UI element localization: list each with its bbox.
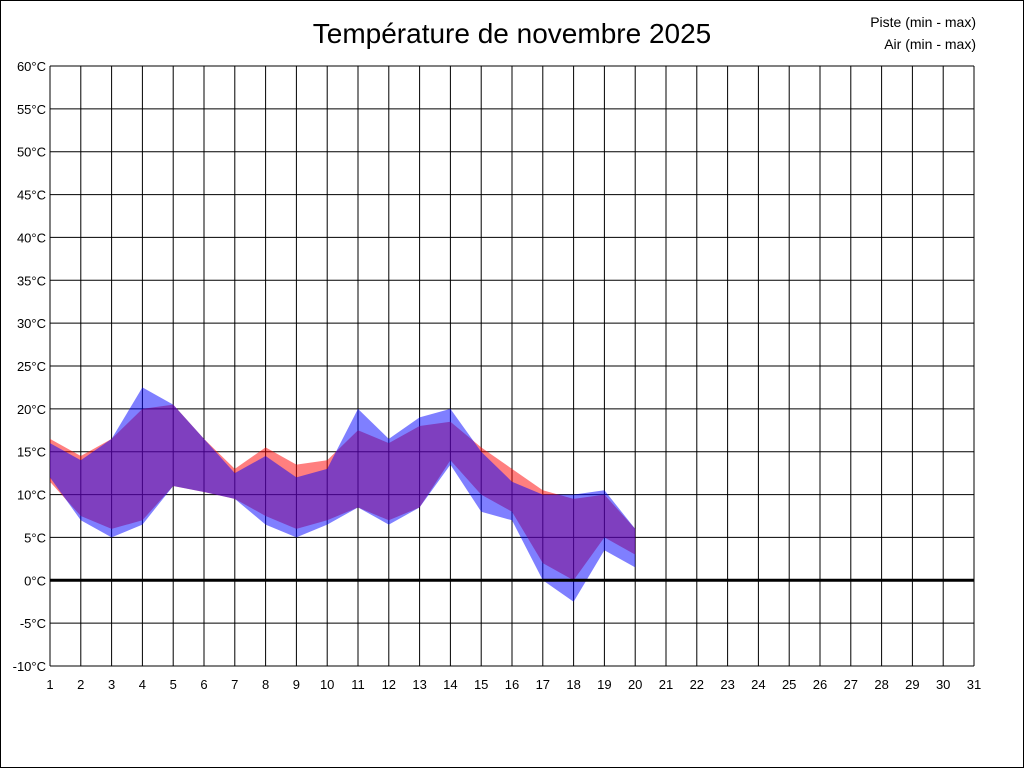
y-tick-label: 45°C xyxy=(17,188,46,203)
x-tick-label: 15 xyxy=(474,677,488,692)
y-tick-label: -5°C xyxy=(20,616,46,631)
x-tick-label: 26 xyxy=(813,677,827,692)
legend-air: Air (min - max) xyxy=(884,36,976,52)
x-tick-label: 6 xyxy=(200,677,207,692)
y-tick-label: 30°C xyxy=(17,316,46,331)
x-tick-label: 5 xyxy=(170,677,177,692)
x-tick-label: 27 xyxy=(844,677,858,692)
x-tick-label: 19 xyxy=(597,677,611,692)
x-tick-label: 23 xyxy=(720,677,734,692)
x-tick-label: 7 xyxy=(231,677,238,692)
y-tick-label: 0°C xyxy=(24,573,46,588)
x-tick-labels: 1 2 3 4 5 6 7 8 9 10 11 12 13 14 15 16 17 18 19 20 21 22 23 24 2… xyxy=(46,677,981,692)
x-tick-label: 24 xyxy=(751,677,765,692)
x-tick-label: 28 xyxy=(874,677,888,692)
x-tick-label: 31 xyxy=(967,677,981,692)
x-tick-label: 25 xyxy=(782,677,796,692)
y-tick-label: 60°C xyxy=(17,59,46,74)
y-tick-label: -10°C xyxy=(13,659,46,674)
y-tick-label: 40°C xyxy=(17,230,46,245)
y-tick-label: 10°C xyxy=(17,488,46,503)
x-tick-label: 30 xyxy=(936,677,950,692)
x-tick-label: 3 xyxy=(108,677,115,692)
x-tick-label: 16 xyxy=(505,677,519,692)
y-tick-label: 25°C xyxy=(17,359,46,374)
x-tick-label: 2 xyxy=(77,677,84,692)
chart-title: Température de novembre 2025 xyxy=(312,18,712,49)
y-tick-label: 55°C xyxy=(17,102,46,117)
x-tick-label: 13 xyxy=(412,677,426,692)
x-tick-label: 9 xyxy=(293,677,300,692)
x-tick-label: 4 xyxy=(139,677,146,692)
grid xyxy=(49,65,975,667)
x-tick-label: 10 xyxy=(320,677,334,692)
x-tick-label: 18 xyxy=(566,677,580,692)
legend-piste: Piste (min - max) xyxy=(870,14,976,30)
x-tick-label: 14 xyxy=(443,677,457,692)
x-tick-label: 22 xyxy=(690,677,704,692)
x-tick-label: 21 xyxy=(659,677,673,692)
x-tick-label: 29 xyxy=(905,677,919,692)
y-tick-label: 5°C xyxy=(24,530,46,545)
x-tick-label: 11 xyxy=(351,677,365,692)
y-tick-label: 20°C xyxy=(17,402,46,417)
x-tick-label: 8 xyxy=(262,677,269,692)
x-tick-label: 20 xyxy=(628,677,642,692)
x-tick-label: 17 xyxy=(536,677,550,692)
y-tick-label: 15°C xyxy=(17,445,46,460)
y-tick-label: 35°C xyxy=(17,273,46,288)
y-tick-label: 50°C xyxy=(17,145,46,160)
x-tick-label: 1 xyxy=(46,677,53,692)
y-tick-labels: -10°C -5°C 0°C 5°C 10°C 15°C 20°C 25°C 30°C 35°C 4… xyxy=(13,59,46,674)
series-area-air xyxy=(50,387,636,602)
x-tick-label: 12 xyxy=(382,677,396,692)
series-areas xyxy=(50,387,636,602)
